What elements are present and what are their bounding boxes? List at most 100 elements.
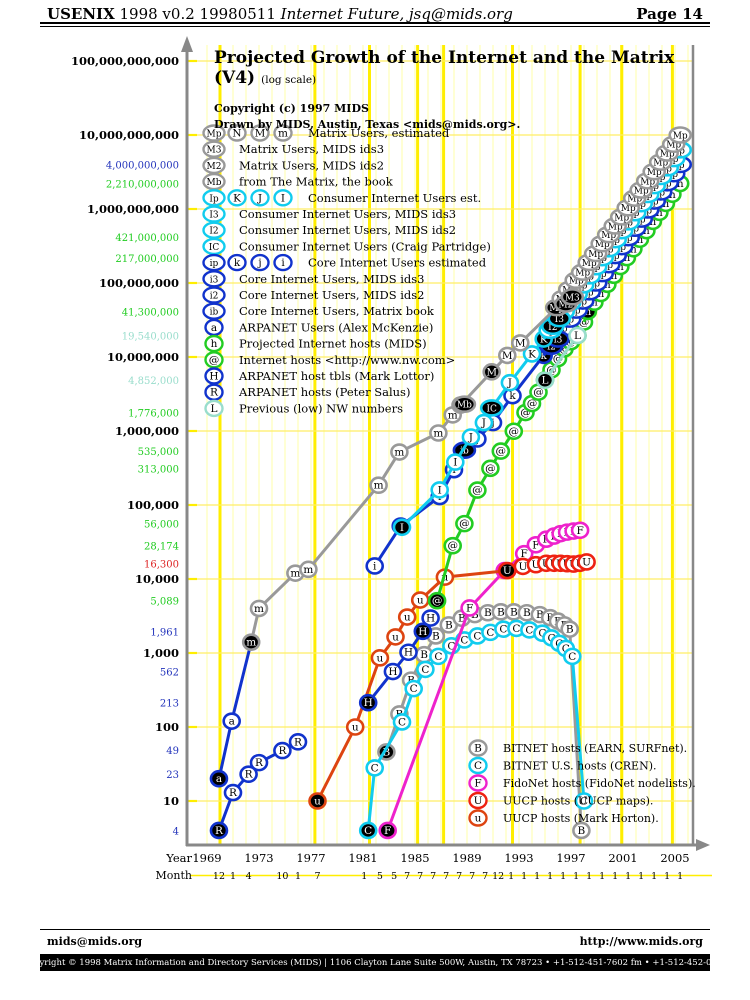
marker-H [358,693,378,712]
marker-label-H: H [426,613,435,625]
marker-label-u: u [404,612,411,624]
marker-L [535,371,555,390]
month-tick-label: 12 [492,871,504,882]
series-line-L [543,334,579,382]
legend-label: Matrix Users, MIDS ids2 [239,158,384,172]
marker-label-U: U [503,565,512,577]
series-m: mmmmmmmmmMMMMp [241,298,569,651]
month-tick-label: 1 [230,871,236,882]
legend-item: I3 Consumer Internet Users, MIDS ids3 [202,205,456,223]
marker-label-B: B [510,606,518,618]
marker-label-B: B [420,649,428,661]
month-tick-label: 1 [534,871,540,882]
marker-label-Mp: Mp [614,213,629,223]
marker-label-B: B [458,613,466,625]
marker-label-Mp: Mp [627,195,642,205]
marker-label-Mp: Mp [569,277,584,287]
marker-label-Mp: Mp [634,187,649,197]
month-tick-label: 7 [443,871,449,882]
legend-item: ip k j i Core Internet Users estimated [202,253,487,272]
marker-label-C: C [473,630,481,642]
marker-label-I: K [540,334,548,346]
y-tick-label: 10,000,000 [107,350,179,364]
y-tick-label: 4 [173,826,179,837]
legend-key-letter: M2 [207,162,222,172]
y-tick-label: 535,000 [138,447,179,458]
marker-C [574,792,594,810]
marker-label-m: m [303,564,313,576]
legend-item: i3 Core Internet Users, MIDS ids3 [202,270,424,288]
marker-H [399,643,418,662]
marker-I [522,345,542,363]
legend-key-letter: U [474,795,483,807]
marker-label-i3: i3 [554,336,563,346]
month-tick-label: 7 [430,871,436,882]
marker-i [365,557,385,575]
legend-key-letter: Mb [207,178,222,188]
legend-key-letter: B [474,743,482,755]
marker-label-m: M [486,366,497,378]
marker-label-Mp: Mp [621,204,636,214]
marker-H [413,622,433,641]
marker-C [365,759,385,777]
legend-key-letter: IC [209,243,220,253]
series-B: BBBBBBBBBBBBBBBBBB [377,603,591,840]
legend-label: Consumer Internet Users est. [308,191,481,205]
marker-u [308,792,327,810]
year-tick-label: 1973 [244,851,273,865]
marker-F [460,599,479,617]
marker-label-m: m [254,603,264,615]
marker-label-ip: ip [637,216,646,226]
marker-at [468,481,487,499]
marker-label-ip: ip [624,234,633,244]
marker-label-B: B [523,607,531,619]
marker-m [249,599,269,618]
log-scale-note: (log scale) [261,74,317,86]
marker-m [369,476,388,495]
year-tick-label: 1989 [452,851,481,865]
y-tick-label: 100 [155,720,179,734]
marker-L [568,326,587,345]
year-tick-label: 1985 [400,851,429,865]
marker-label-C: C [364,825,372,837]
marker-label-h: h [617,261,624,273]
marker-label-B: B [536,609,544,621]
x-axis-arrow [696,839,710,851]
marker-label-at: @ [553,353,564,365]
legend-key-C [468,756,488,775]
month-tick-label: 1 [651,871,657,882]
marker-label-I: IC [486,404,497,414]
legend-key-letter: I3 [209,211,219,221]
marker-B [572,821,591,840]
marker-label-h: h [585,306,592,318]
marker-M3 [560,288,585,306]
y-tick-label: 217,000,000 [115,254,179,265]
legend-item: C BITNET U.S. hosts (CREN). [468,756,657,775]
marker-m [429,424,448,442]
marker-label-Mp: Mp [640,177,655,187]
y-tick-label: 10,000,000,000 [79,128,179,142]
marker-B [560,620,580,638]
legend-label: UUCP hosts (Mark Horton). [503,812,659,825]
legend-key-K [227,189,247,207]
legend-key-L [204,399,224,418]
month-tick-label: 7 [417,871,423,882]
marker-label-Mp: Mp [582,259,597,269]
legend-item: M3 Matrix Users, MIDS ids3 [202,140,384,158]
marker-label-ip: ip [585,288,594,298]
y-tick-label: 1,000,000 [115,424,179,438]
marker-label-h: h [663,198,670,210]
legend-key-M [250,124,270,142]
legend-key-IC [202,237,226,256]
legend-key-J [250,189,270,207]
legend-key-letter: M [255,128,266,140]
marker-label-at: @ [472,485,483,497]
marker-H [421,609,440,627]
marker-label-ip: ip [572,307,581,317]
legend-label: BITNET U.S. hosts (CREN). [503,760,657,773]
y-tick-label: 23 [166,770,179,781]
legend-item: M2 Matrix Users, MIDS ids2 [202,156,384,175]
